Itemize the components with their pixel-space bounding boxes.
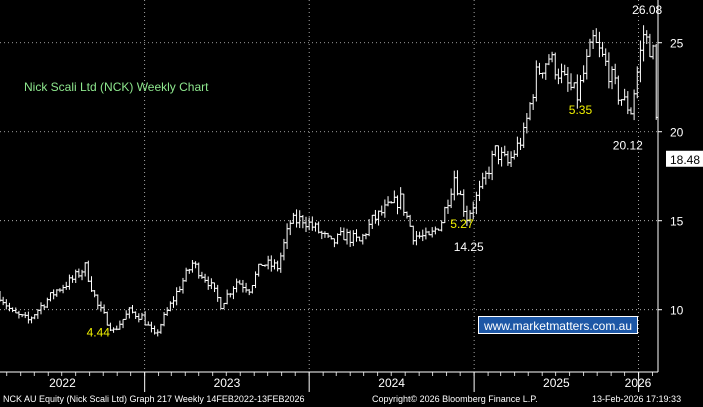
x-tick-label: 2024 — [378, 376, 405, 390]
ohlc-bars — [0, 25, 659, 337]
y-tick-label: 25 — [670, 37, 684, 51]
annotation-label: 4.44 — [87, 325, 111, 339]
x-tick-label: 2023 — [214, 376, 241, 390]
footer-copyright: Copyright© 2026 Bloomberg Finance L.P. — [372, 394, 538, 404]
last-price-label: 18.48 — [670, 153, 700, 167]
last-price-tag — [666, 150, 703, 167]
annotation-label: 5.27 — [450, 217, 474, 231]
chart-grid — [0, 0, 658, 372]
footer-timestamp: 13-Feb-2026 17:19:33 — [592, 394, 682, 404]
bloomberg-footer: NCK AU Equity (Nick Scali Ltd) Graph 217… — [0, 392, 703, 407]
chart-annotations: 4.44 5.27 14.25 5.35 20.12 26.08 — [87, 3, 663, 339]
x-tick-label: 2026 — [625, 376, 652, 390]
y-tick-label: 20 — [670, 126, 684, 140]
x-tick-label: 2022 — [49, 376, 76, 390]
chart-title: Nick Scali Ltd (NCK) Weekly Chart — [24, 80, 209, 94]
annotation-label: 5.35 — [569, 103, 593, 117]
footer-security-info: NCK AU Equity (Nick Scali Ltd) Graph 217… — [3, 394, 305, 404]
annotation-label: 20.12 — [613, 139, 643, 153]
watermark-link[interactable]: www.marketmatters.com.au — [478, 316, 638, 334]
x-tick-label: 2025 — [543, 376, 570, 390]
y-tick-label: 15 — [670, 215, 684, 229]
y-tick-label: 10 — [670, 304, 684, 318]
annotation-label: 14.25 — [454, 240, 484, 254]
annotation-label: 26.08 — [632, 3, 662, 17]
